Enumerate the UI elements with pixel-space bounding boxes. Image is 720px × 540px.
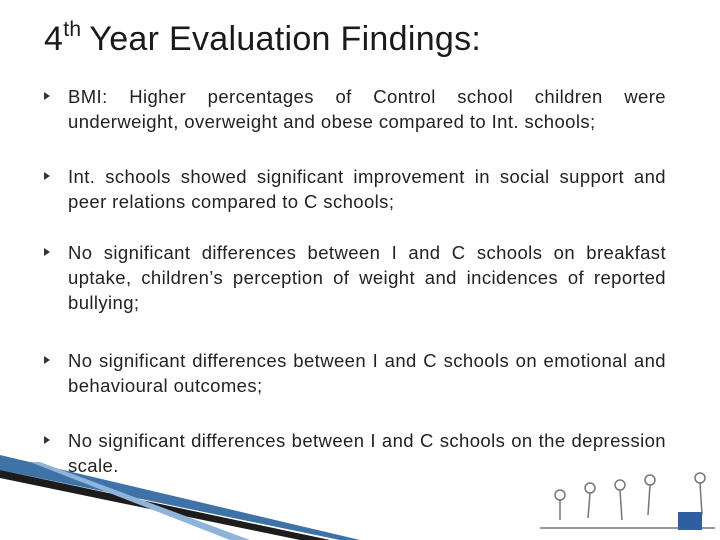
title-superscript: th: [63, 18, 82, 41]
stripe-blue: [0, 455, 360, 540]
bullet-marker: [44, 248, 50, 256]
bullet-marker: [44, 172, 50, 180]
bullet: No significant differences between I and…: [44, 348, 666, 398]
slide-title: 4th Year Evaluation Findings:: [44, 18, 481, 59]
bullet-text: BMI: Higher percentages of Control schoo…: [68, 86, 666, 132]
title-text: Year Evaluation Findings:: [89, 20, 482, 58]
bullet: No significant differences between I and…: [44, 240, 666, 315]
bullet-text: Int. schools showed significant improvem…: [68, 166, 666, 212]
bullet-text: No significant differences between I and…: [68, 430, 666, 476]
stripe-black: [0, 470, 330, 540]
bullet-marker: [44, 436, 50, 444]
bullet: Int. schools showed significant improvem…: [44, 164, 666, 214]
bullet-text: No significant differences between I and…: [68, 242, 666, 313]
bullet: No significant differences between I and…: [44, 428, 666, 478]
bullet-text: No significant differences between I and…: [68, 350, 666, 396]
title-number: 4: [44, 20, 64, 58]
bullet-marker: [44, 356, 50, 364]
bullet-marker: [44, 92, 50, 100]
bullet: BMI: Higher percentages of Control schoo…: [44, 84, 666, 134]
logo-box: [678, 512, 702, 530]
stripe-light: [30, 462, 250, 540]
